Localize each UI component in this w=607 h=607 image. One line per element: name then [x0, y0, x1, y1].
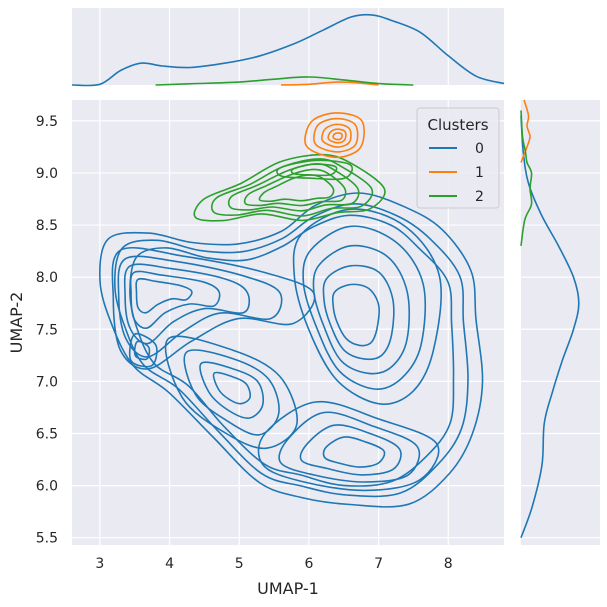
marginal-x-curve-0 — [71, 13, 505, 87]
y-tick-label: 9.0 — [36, 166, 58, 182]
cluster-1-contour — [332, 132, 343, 141]
cluster-2-contour — [193, 153, 386, 222]
legend-label-0: 0 — [475, 141, 484, 157]
x-tick-label: 3 — [95, 556, 104, 572]
cluster-1-contour — [321, 123, 352, 148]
right-marginal-panel — [521, 100, 600, 545]
cluster-0-contour — [331, 283, 380, 347]
cluster-0-contour — [164, 335, 298, 450]
y-tick-label: 5.5 — [36, 531, 58, 547]
legend-title: Clusters — [427, 116, 488, 134]
tick-labels: 3 4 5 6 7 8 5.5 6.0 6.5 7.0 7.5 8.0 8.5 9.0 9.5 — [36, 114, 453, 572]
y-tick-label: 8.5 — [36, 218, 58, 234]
cluster-2-contour — [227, 162, 360, 212]
cluster-0-contour — [257, 400, 440, 492]
legend-box — [416, 107, 500, 209]
marginal-kde-curves — [71, 13, 580, 538]
cluster-2-contour — [243, 168, 347, 207]
cluster-2-contour — [290, 163, 338, 177]
marginal-y-curve-1 — [520, 99, 531, 163]
legend-label-1: 1 — [475, 165, 484, 181]
marginal-x-curve-2 — [155, 76, 414, 86]
y-tick-label: 6.0 — [36, 479, 58, 495]
marginal-x-curve-1 — [280, 81, 379, 86]
cluster-0-contour — [212, 371, 252, 405]
cluster-0-contour — [117, 255, 283, 358]
cluster-2-contour — [258, 174, 335, 203]
cluster-2-contour — [210, 158, 374, 217]
y-tick-label: 7.5 — [36, 322, 58, 338]
x-tick-label: 5 — [235, 556, 244, 572]
x-tick-label: 4 — [165, 556, 174, 572]
cluster-2-contour — [276, 159, 353, 181]
cluster-0-contour — [111, 246, 316, 370]
y-tick-label: 9.5 — [36, 114, 58, 130]
cluster-0-contour — [133, 340, 151, 361]
cluster-1-contour — [327, 128, 347, 144]
cluster-0-contour — [278, 411, 421, 483]
x-axis-label: UMAP-1 — [257, 579, 319, 598]
marginal-y-curve-2 — [520, 110, 533, 247]
cluster-0-contour — [292, 208, 442, 405]
marginal-y-curve-0 — [520, 115, 580, 538]
kde-contours — [99, 112, 484, 508]
legend-label-2: 2 — [475, 189, 484, 205]
y-tick-label: 8.0 — [36, 270, 58, 286]
cluster-0-contour — [322, 264, 395, 361]
y-tick-label: 6.5 — [36, 426, 58, 442]
legend: Clusters 0 1 2 — [416, 107, 500, 209]
y-axis-label: UMAP-2 — [7, 292, 26, 354]
cluster-0-contour — [322, 436, 386, 468]
cluster-0-contour — [123, 263, 251, 345]
grid-lines — [72, 8, 600, 545]
cluster-0-contour — [302, 225, 427, 390]
cluster-0-contour — [129, 332, 158, 368]
cluster-0-contour — [199, 361, 265, 419]
cluster-0-contour — [299, 424, 402, 476]
cluster-0-contour — [135, 277, 193, 314]
x-tick-label: 7 — [374, 556, 383, 572]
cluster-1-contour — [304, 112, 365, 159]
cluster-0-contour — [129, 270, 221, 329]
cluster-0-contour — [99, 192, 484, 508]
x-tick-label: 6 — [304, 556, 313, 572]
cluster-1-contour — [313, 117, 359, 153]
y-tick-label: 7.0 — [36, 374, 58, 390]
cluster-0-contour — [312, 244, 411, 375]
x-tick-label: 8 — [444, 556, 453, 572]
cluster-0-contour — [129, 214, 455, 487]
cluster-0-contour — [114, 202, 469, 498]
